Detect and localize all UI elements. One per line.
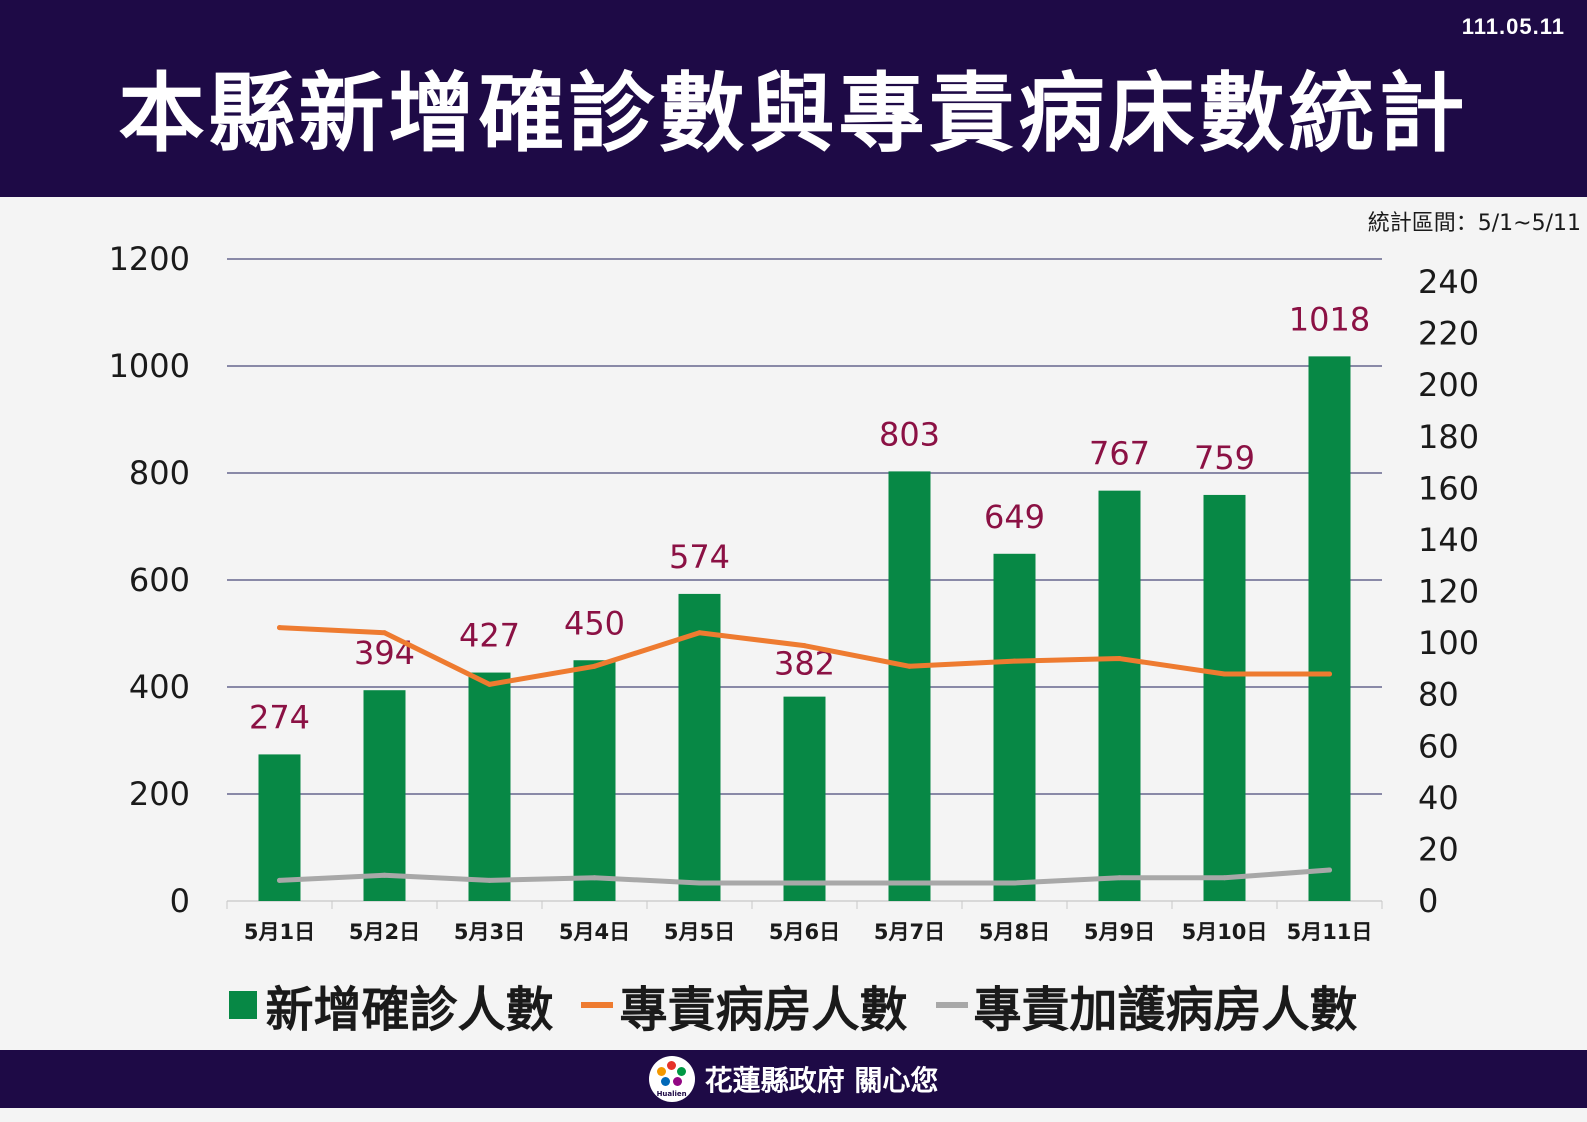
ward-line-point bbox=[1012, 658, 1017, 664]
ward-line-point bbox=[697, 630, 702, 636]
y-tick-label: 1000 bbox=[109, 347, 190, 385]
y2-tick-label: 220 bbox=[1418, 315, 1479, 353]
y2-tick-label: 40 bbox=[1418, 779, 1459, 817]
ward-line-point bbox=[1117, 656, 1122, 662]
bar bbox=[573, 660, 616, 901]
y2-tick-label: 180 bbox=[1418, 418, 1479, 456]
legend-swatch-orange-line bbox=[581, 1002, 614, 1008]
y2-tick-label: 20 bbox=[1418, 830, 1459, 868]
logo-text: Hualien bbox=[656, 1090, 687, 1098]
ward-line-point bbox=[907, 663, 912, 669]
cases-beds-chart: 0 200 400 600 800 1000 1200 0 20 40 60 80 100 120 140 1… bbox=[109, 240, 1480, 944]
y-tick-label: 0 bbox=[170, 882, 190, 920]
legend-label-ward: 專責病房人數 bbox=[619, 982, 908, 1038]
ward-line-point bbox=[277, 625, 282, 631]
x-tick-label: 5月4日 bbox=[559, 920, 630, 944]
stat-range-label: 統計區間：5/1~5/11 bbox=[1367, 211, 1581, 236]
ward-line-point bbox=[592, 663, 597, 669]
bar bbox=[1098, 490, 1141, 901]
x-tick-label: 5月1日 bbox=[244, 920, 315, 944]
y2-tick-label: 100 bbox=[1418, 624, 1479, 662]
ward-line-point bbox=[1222, 671, 1227, 677]
legend-item-icu: 專責加護病房人數 bbox=[935, 970, 1358, 1040]
x-tick-label: 5月2日 bbox=[349, 920, 420, 944]
x-tick-label: 5月10日 bbox=[1182, 920, 1268, 944]
bar bbox=[1308, 356, 1351, 901]
icu-line-point bbox=[802, 880, 807, 886]
bar bbox=[468, 672, 511, 901]
bar-data-label: 649 bbox=[984, 498, 1045, 536]
y2-tick-label: 200 bbox=[1418, 366, 1479, 404]
y2-tick-label: 0 bbox=[1418, 882, 1438, 920]
y-tick-label: 800 bbox=[129, 454, 190, 492]
bar-data-label: 803 bbox=[879, 415, 940, 453]
bar bbox=[888, 471, 931, 901]
bar bbox=[783, 696, 826, 901]
x-tick-label: 5月7日 bbox=[874, 920, 945, 944]
y2-tick-label: 60 bbox=[1418, 727, 1459, 765]
header-banner: 111.05.11 本縣新增確診數與專責病床數統計 bbox=[0, 0, 1587, 197]
legend-item-cases: 新增確診人數 bbox=[229, 970, 553, 1040]
icu-line-point bbox=[1327, 867, 1332, 873]
legend-swatch-gray-line bbox=[935, 1002, 968, 1008]
y-tick-label: 200 bbox=[129, 775, 190, 813]
legend-label-icu: 專責加護病房人數 bbox=[973, 982, 1358, 1038]
icu-line-point bbox=[1117, 875, 1122, 881]
bar-data-label: 759 bbox=[1194, 439, 1255, 477]
chart-legend: 新增確診人數 專責病房人數 專責加護病房人數 bbox=[0, 970, 1587, 1040]
ward-line-point bbox=[802, 643, 807, 649]
legend-label-cases: 新增確診人數 bbox=[265, 982, 554, 1038]
bar-data-label: 450 bbox=[564, 604, 625, 642]
hualien-logo: Hualien bbox=[648, 1056, 695, 1102]
x-tick-label: 5月9日 bbox=[1084, 920, 1155, 944]
ward-line-point bbox=[1327, 671, 1332, 677]
icu-line-point bbox=[1222, 875, 1227, 881]
icu-line-point bbox=[277, 877, 282, 883]
bar-data-label: 767 bbox=[1089, 435, 1150, 473]
legend-item-ward: 專責病房人數 bbox=[581, 970, 908, 1040]
footer-slogan: 花蓮縣政府 關心您 bbox=[704, 1064, 939, 1097]
bottom-strip bbox=[0, 1108, 1587, 1122]
ward-line-point bbox=[487, 681, 492, 687]
footer-banner: Hualien 花蓮縣政府 關心您 bbox=[0, 1050, 1587, 1108]
bar bbox=[1203, 494, 1246, 901]
bar-data-label: 427 bbox=[459, 617, 520, 655]
y-tick-label: 400 bbox=[129, 668, 190, 706]
report-date: 111.05.11 bbox=[1461, 14, 1565, 39]
icu-line-point bbox=[487, 877, 492, 883]
y2-tick-label: 160 bbox=[1418, 469, 1479, 507]
y2-tick-label: 240 bbox=[1418, 263, 1479, 301]
y2-tick-label: 120 bbox=[1418, 573, 1479, 611]
x-tick-label: 5月11日 bbox=[1287, 920, 1373, 944]
bar bbox=[993, 553, 1036, 901]
bar-data-label: 274 bbox=[249, 698, 310, 736]
icu-line-point bbox=[382, 872, 387, 878]
bar-data-label: 574 bbox=[669, 538, 730, 576]
y-tick-label: 1200 bbox=[109, 240, 190, 278]
icu-line-point bbox=[697, 880, 702, 886]
page-title: 本縣新增確診數與專責病床數統計 bbox=[118, 64, 1469, 164]
bar bbox=[258, 754, 301, 901]
legend-swatch-bar bbox=[229, 991, 258, 1019]
bar-data-label: 1018 bbox=[1289, 300, 1370, 338]
x-tick-label: 5月8日 bbox=[979, 920, 1050, 944]
y2-tick-label: 140 bbox=[1418, 521, 1479, 559]
bar-data-label: 394 bbox=[354, 634, 415, 672]
icu-line-point bbox=[907, 880, 912, 886]
icu-line-point bbox=[1012, 880, 1017, 886]
bar bbox=[363, 690, 406, 901]
y2-tick-label: 80 bbox=[1418, 676, 1459, 714]
x-tick-label: 5月6日 bbox=[769, 920, 840, 944]
x-tick-label: 5月5日 bbox=[664, 920, 735, 944]
y-tick-label: 600 bbox=[129, 561, 190, 599]
icu-line-point bbox=[592, 875, 597, 881]
x-tick-label: 5月3日 bbox=[454, 920, 525, 944]
bar bbox=[678, 593, 721, 901]
ward-line-point bbox=[382, 630, 387, 636]
